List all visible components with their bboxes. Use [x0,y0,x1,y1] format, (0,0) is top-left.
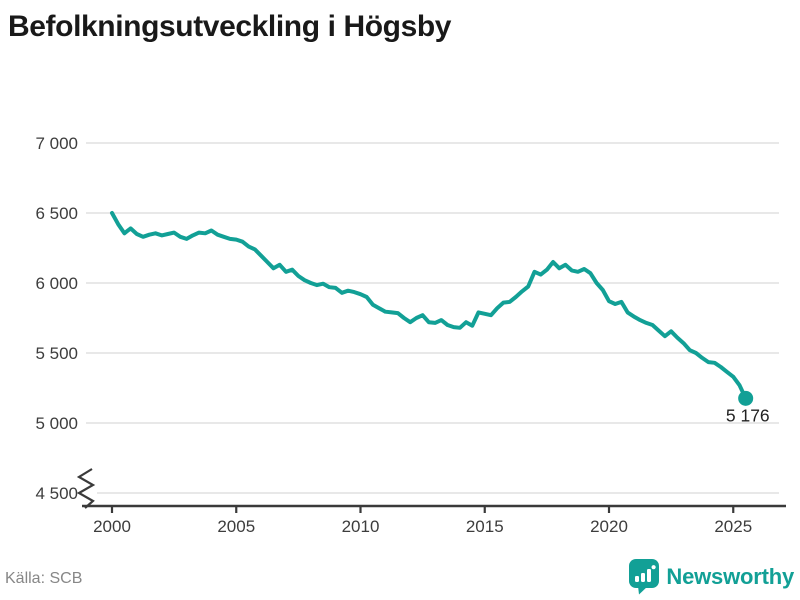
axis-break-icon [76,468,96,509]
newsworthy-wordmark: Newsworthy [666,564,794,589]
chart-title: Befolkningsutveckling i Högsby [8,10,452,43]
y-tick-label: 6 000 [35,274,78,293]
x-tick-label: 2015 [466,517,504,536]
y-tick-label: 7 000 [35,134,78,153]
y-tick-label: 4 500 [35,484,78,503]
population-line [110,211,748,401]
x-tick-label: 2025 [714,517,752,536]
y-tick-label: 5 000 [35,414,78,433]
newsworthy-icon [629,559,660,595]
x-tick-label: 2000 [93,517,131,536]
newsworthy-logo[interactable]: Newsworthy [629,559,794,595]
y-tick-label: 5 500 [35,344,78,363]
x-tick-label: 2020 [590,517,628,536]
x-tick-label: 2005 [217,517,255,536]
last-point-dot [738,390,754,406]
source-label: Källa: SCB [5,570,83,587]
x-tick-label: 2010 [342,517,380,536]
last-value-label: 5 176 [726,405,770,425]
y-tick-label: 6 500 [35,204,78,223]
